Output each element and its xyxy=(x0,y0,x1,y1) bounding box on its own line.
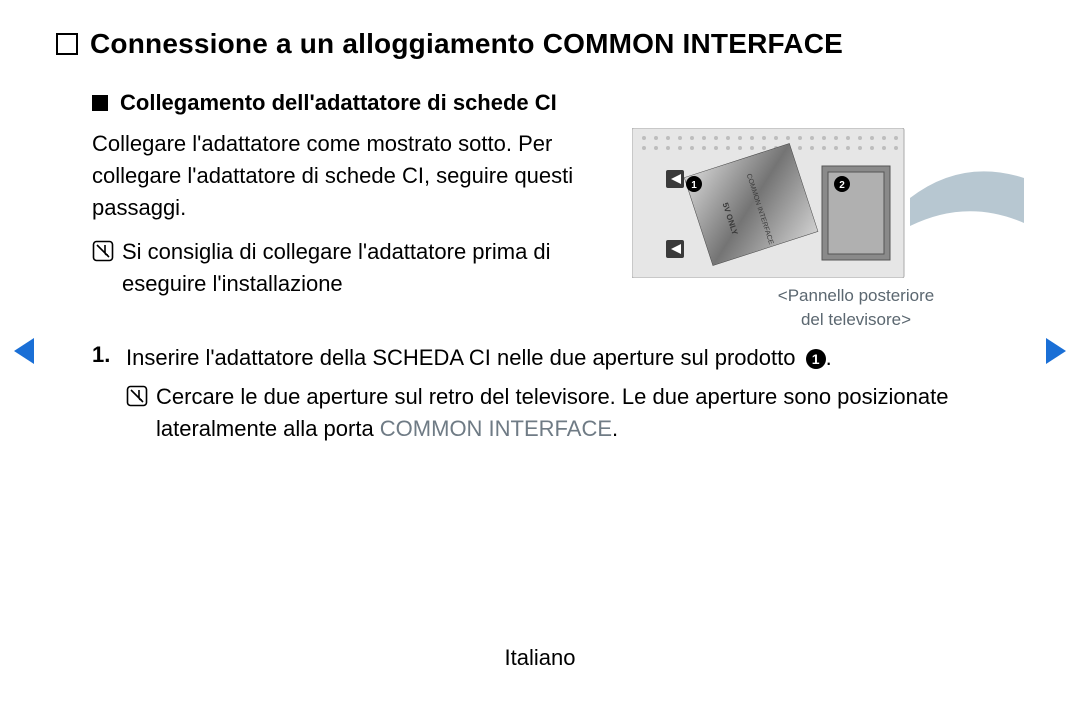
step-1-subnote-highlight: COMMON INTERFACE xyxy=(380,416,612,441)
body-row: Collegare l'adattatore come mostrato sot… xyxy=(92,128,1024,332)
circled-number-1-icon: 1 xyxy=(806,349,826,369)
subheading-row: Collegamento dell'adattatore di schede C… xyxy=(92,90,1024,116)
figure: COMMON INTERFACE 5V ONLY xyxy=(632,128,1024,332)
figure-caption-line1: <Pannello posteriore xyxy=(778,286,934,305)
step-1-subnote: Cercare le due aperture sul retro del te… xyxy=(156,381,1024,445)
manual-page: Connessione a un alloggiamento COMMON IN… xyxy=(0,0,1080,705)
figure-illustration: COMMON INTERFACE 5V ONLY xyxy=(632,128,1024,278)
triangle-left-icon xyxy=(14,338,34,364)
page-title-row: Connessione a un alloggiamento COMMON IN… xyxy=(56,28,1024,60)
nav-next-button[interactable] xyxy=(1046,338,1066,364)
title-square-bullet-icon xyxy=(56,33,78,55)
subheading: Collegamento dell'adattatore di schede C… xyxy=(120,90,557,116)
step-1-body: Inserire l'adattatore della SCHEDA CI ne… xyxy=(126,342,1024,446)
figure-caption-line2: del televisore> xyxy=(801,310,911,329)
step-1-text: Inserire l'adattatore della SCHEDA CI ne… xyxy=(126,342,1024,374)
note-icon xyxy=(92,240,114,262)
step-1-subnote-row: Cercare le due aperture sul retro del te… xyxy=(126,381,1024,445)
subheading-square-bullet-icon xyxy=(92,95,108,111)
step-1-subnote-suffix: . xyxy=(612,416,618,441)
note-text: Si consiglia di collegare l'adattatore p… xyxy=(122,236,612,300)
body-left: Collegare l'adattatore come mostrato sot… xyxy=(92,128,632,299)
figure-marker-2: 2 xyxy=(839,180,845,191)
section: Collegamento dell'adattatore di schede C… xyxy=(92,90,1024,445)
intro-text: Collegare l'adattatore come mostrato sot… xyxy=(92,128,612,224)
triangle-right-icon xyxy=(1046,338,1066,364)
step-1-text-before: Inserire l'adattatore della SCHEDA CI ne… xyxy=(126,345,795,370)
step-1-period: . xyxy=(826,345,832,370)
note-row: Si consiglia di collegare l'adattatore p… xyxy=(92,236,612,300)
figure-marker-1: 1 xyxy=(691,180,697,191)
step-1-number: 1. xyxy=(92,342,118,368)
page-title: Connessione a un alloggiamento COMMON IN… xyxy=(90,28,843,60)
note-icon xyxy=(126,385,148,407)
footer-language: Italiano xyxy=(0,645,1080,671)
nav-previous-button[interactable] xyxy=(14,338,34,364)
figure-caption: <Pannello posteriore del televisore> xyxy=(720,284,992,332)
step-1-row: 1. Inserire l'adattatore della SCHEDA CI… xyxy=(92,342,1024,446)
